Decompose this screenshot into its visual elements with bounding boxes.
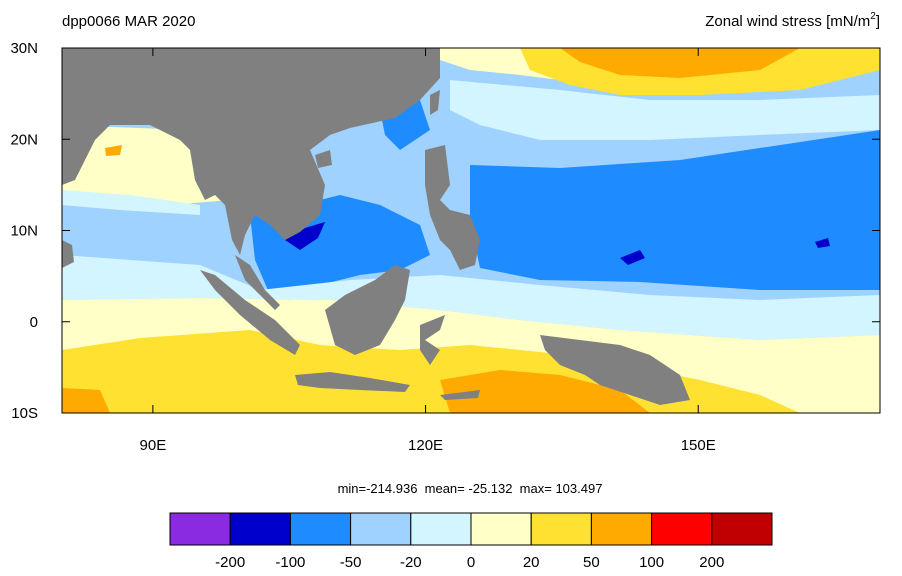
colorbar-label: 200 [699,554,724,571]
y-tick-label: 10S [11,405,38,422]
field-band [560,48,800,78]
land [425,145,480,270]
title-right-sup: 2 [870,11,876,22]
field-band [450,80,880,140]
colorbar-box [289,512,352,546]
field-band [620,250,645,265]
x-tick-label: 150E [681,437,716,454]
land [62,48,440,255]
land [430,90,440,115]
y-tick-label: 0 [30,314,38,331]
map-field [62,48,880,413]
colorbar-box [530,512,592,546]
colorbar-label: 0 [467,554,475,571]
y-tick-label: 30N [10,40,38,57]
field-band [62,190,200,215]
x-tick-label: 90E [140,437,167,454]
colorbar-box [229,512,291,546]
colorbar-box [350,512,412,546]
field-band [62,255,880,340]
colorbar-box [410,512,472,546]
land [295,372,410,392]
colorbar-box [651,512,713,546]
colorbar-label: -200 [215,554,245,571]
land [420,315,445,365]
colorbar-label: 20 [523,554,540,571]
title-left: dpp0066 MAR 2020 [62,13,195,30]
field-band [815,238,830,248]
y-tick-label: 10N [10,223,38,240]
colorbar-label: 50 [583,554,600,571]
land [325,265,410,355]
stats: min=-214.936 mean= -25.132 max= 103.497 [338,481,603,496]
land [315,150,332,168]
field-band [62,388,110,413]
colorbar-box [470,512,532,546]
title-right-text: Zonal wind stress [mN/m [705,13,870,30]
colorbar-label: 100 [639,554,664,571]
y-tick-label: 20N [10,131,38,148]
colorbar-box [590,512,653,546]
field-band [470,130,880,290]
land [62,240,74,268]
colorbar-box [711,512,773,546]
colorbar-box [169,512,231,546]
colorbar-label: -100 [275,554,305,571]
land [235,255,280,310]
land [440,390,480,400]
land [540,335,690,405]
land [200,270,300,355]
title-right: Zonal wind stress [mN/m2] [705,11,880,30]
colorbar-label: -20 [400,554,422,571]
colorbar-label: -50 [340,554,362,571]
field-band [440,370,650,413]
field-band [285,222,325,250]
title-right-end: ] [876,13,880,30]
x-tick-label: 120E [408,437,443,454]
field-band [105,145,122,156]
